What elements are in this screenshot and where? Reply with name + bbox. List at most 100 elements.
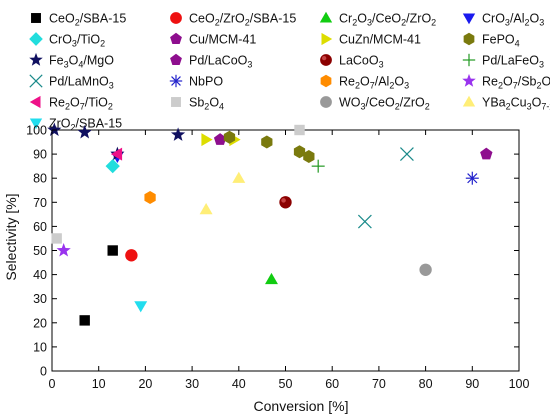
legend-marker: [463, 32, 475, 46]
legend-item: CuZn/MCM-41: [321, 32, 421, 47]
legend-marker: [29, 52, 43, 66]
data-point: [77, 124, 92, 139]
data-point: [465, 171, 479, 185]
legend-item: LaCoO3: [320, 54, 384, 70]
legend-item: Fe3O4/MgO: [29, 52, 114, 70]
y-tick-label: 40: [33, 268, 47, 282]
legend-item: Pd/LaCoO3: [170, 54, 252, 70]
y-tick-label: 20: [33, 316, 47, 330]
legend-marker: [29, 32, 43, 46]
legend-label: CrO3/TiO2: [49, 33, 105, 49]
data-point: [265, 272, 278, 285]
legend-marker: [321, 32, 333, 46]
x-tick-label: 10: [92, 377, 106, 391]
legend-label: Re2O7/TiO2: [49, 96, 113, 112]
legend-marker: [319, 11, 333, 23]
legend-item: Pd/LaFeO3: [462, 53, 544, 70]
data-point: [213, 133, 227, 145]
legend-label: CeO2/SBA-15: [49, 12, 126, 28]
legend-item: Cr2O3/CeO2/ZrO2: [319, 11, 436, 28]
x-tick-label: 100: [509, 377, 530, 391]
legend-label: FePO4: [482, 33, 520, 49]
data-point: [357, 214, 372, 229]
legend-marker: [170, 32, 182, 45]
y-tick-label: 10: [33, 340, 47, 354]
legend-marker: [320, 96, 332, 108]
data-point: [294, 124, 305, 136]
data-point: [110, 147, 123, 161]
data-point: [303, 150, 315, 164]
y-tick-label: 80: [33, 172, 47, 186]
data-point: [279, 196, 292, 209]
legend: CeO2/SBA-15 CeO2/ZrO2/SBA-15 Cr2O3/CeO2/Zr…: [29, 12, 550, 133]
y-tick-label: 90: [33, 148, 47, 162]
legend-item: Sb2O4: [171, 96, 224, 112]
y-tick-label: 50: [33, 244, 47, 258]
legend-label: Re2O7/Sb2O4: [482, 75, 550, 91]
legend-label: Pd/LaFeO3: [482, 54, 544, 70]
x-tick-label: 70: [372, 377, 386, 391]
x-tick-label: 30: [185, 377, 199, 391]
data-point: [107, 245, 118, 256]
data-point: [399, 147, 414, 162]
legend-marker: [320, 54, 332, 66]
legend-marker: [462, 53, 476, 67]
legend-item: Re2O7/Sb2O4: [462, 73, 550, 91]
legend-label: NbPO: [189, 75, 223, 89]
legend-item: Pd/LaMnO3: [29, 74, 114, 91]
legend-label: CeO2/ZrO2/SBA-15: [189, 12, 296, 28]
legend-marker: [170, 12, 182, 24]
data-point: [51, 233, 62, 244]
legend-label: WO3/CeO2/ZrO2: [339, 96, 430, 112]
data-point: [56, 243, 71, 257]
data-points: [47, 122, 493, 326]
data-point: [419, 263, 432, 276]
y-tick-label: 60: [33, 220, 47, 234]
data-point: [144, 190, 156, 204]
x-axis-title: Conversion [%]: [254, 398, 349, 414]
plot-frame: [51, 129, 520, 372]
legend-marker: [29, 95, 41, 109]
data-point: [79, 315, 90, 326]
legend-label: Fe3O4/MgO: [49, 54, 114, 70]
x-tick-label: 20: [138, 377, 152, 391]
data-point: [170, 127, 186, 141]
legend-item: CeO2/ZrO2/SBA-15: [170, 12, 296, 28]
legend-label: LaCoO3: [339, 54, 384, 70]
legend-item: Re2O7/Al2O3: [320, 74, 409, 91]
legend-marker: [320, 74, 332, 88]
legend-item: Cu/MCM-41: [170, 33, 256, 47]
y-tick-label: 30: [33, 292, 47, 306]
x-tick-label: 50: [279, 377, 293, 391]
data-point: [105, 159, 120, 174]
legend-item: FePO4: [463, 32, 520, 49]
legend-item: YBa2Cu3O7-x: [462, 96, 550, 112]
x-tick-label: 80: [419, 377, 433, 391]
legend-label: Re2O7/Al2O3: [339, 75, 409, 91]
legend-marker: [31, 13, 41, 23]
y-tick-label: 100: [26, 124, 47, 138]
x-tick-label: 40: [232, 377, 246, 391]
data-point: [134, 301, 148, 313]
data-point: [232, 171, 246, 183]
legend-marker: [462, 73, 476, 87]
legend-label: Cr2O3/CeO2/ZrO2: [339, 12, 436, 28]
data-point: [311, 159, 325, 173]
data-point: [125, 249, 138, 262]
y-tick-label: 70: [33, 196, 47, 210]
data-point: [199, 203, 213, 215]
legend-label: Cu/MCM-41: [189, 33, 256, 47]
legend-marker: [169, 74, 183, 88]
data-point: [47, 122, 62, 137]
legend-marker: [170, 53, 182, 66]
legend-label: Sb2O4: [189, 96, 224, 112]
data-point: [293, 145, 306, 159]
axes: 0 10 20 30 40 50 60 70 80 90 100 0 10 20 30 40 50 60 70 80 9…: [26, 124, 529, 392]
data-point: [261, 135, 273, 149]
legend-marker: [29, 74, 43, 88]
y-axis-title: Selectivity [%]: [3, 193, 19, 280]
legend-item: CrO3/TiO2: [29, 32, 105, 49]
y-tick-label: 0: [40, 365, 47, 379]
